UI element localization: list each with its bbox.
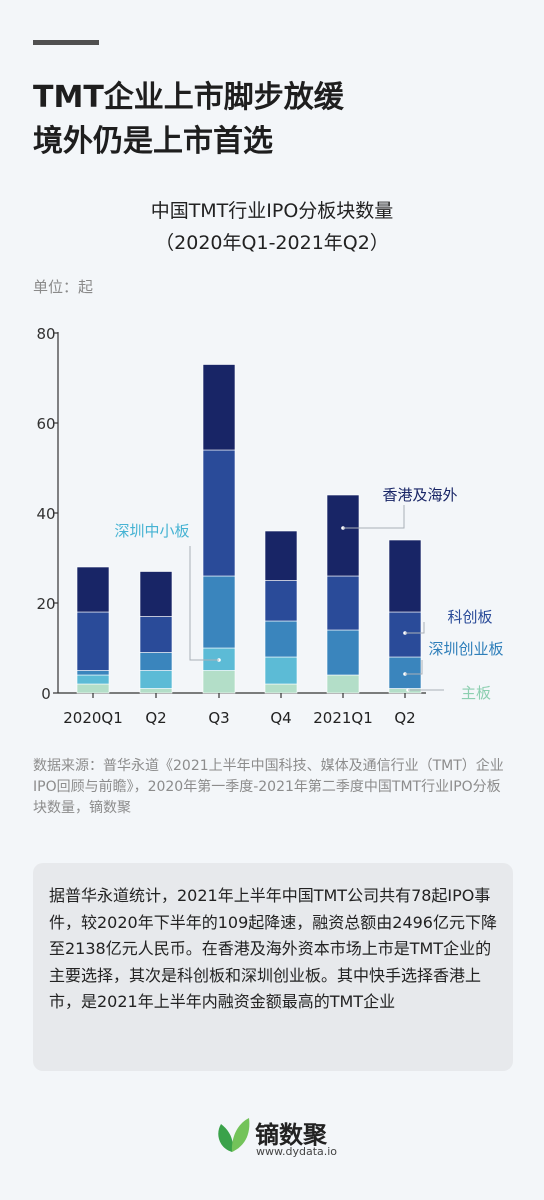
summary-text: 据普华永道统计，2021年上半年中国TMT公司共有78起IPO事件，较2020年… (49, 886, 497, 1011)
bar-segment (202, 364, 236, 451)
top-accent-bar (33, 40, 99, 45)
series-label: 科创板 (447, 608, 492, 626)
annotation-leader-line (405, 660, 423, 675)
bar-segment (76, 566, 110, 613)
chart-title: 中国TMT行业IPO分板块数量 (150, 200, 394, 222)
bar-segment (388, 688, 422, 694)
leaf-logo-icon (218, 1118, 250, 1152)
bar-segment (388, 539, 422, 613)
x-tick-label: Q2 (145, 709, 166, 727)
bar-segment (326, 629, 360, 676)
summary-box: 据普华永道统计，2021年上半年中国TMT公司共有78起IPO事件，较2020年… (33, 863, 513, 1071)
bar-segment (76, 674, 110, 685)
series-label: 香港及海外 (382, 486, 457, 504)
y-tick-label: 80 (36, 325, 55, 343)
bar-segment (264, 683, 298, 694)
bar-segment (139, 616, 173, 653)
series-label: 深圳创业板 (428, 640, 503, 658)
bar-segment (139, 652, 173, 671)
y-tick-label: 20 (36, 595, 55, 613)
bar-segment (139, 571, 173, 617)
headline-line-2: 境外仍是上市首选 (33, 124, 273, 159)
bar-segment (264, 656, 298, 685)
series-label: 主板 (461, 684, 491, 702)
annotation-leader-line (189, 546, 219, 661)
x-tick-label: Q3 (208, 709, 229, 727)
bar-segment (139, 688, 173, 694)
y-tick-label: 60 (36, 415, 55, 433)
bar-segment (76, 683, 110, 694)
series-label: 深圳中小板 (114, 522, 189, 540)
bar-segment (264, 620, 298, 658)
bar-segment (326, 494, 360, 577)
unit-label: 单位：起 (33, 278, 94, 296)
stacked-bar-chart: 0 20 40 60 80 2020Q1 Q2 Q3 Q4 2021Q1 Q2 香港及海外深圳中小板科… (36, 325, 503, 727)
bar-segment (264, 580, 298, 622)
x-tick-label: 2020Q1 (63, 709, 123, 727)
bar-segment (326, 575, 360, 631)
source-note: 数据来源：普华永道《2021上半年中国科技、媒体及通信行业（TMT）企业IPO回… (33, 758, 504, 816)
bar-segment (202, 449, 236, 577)
bar-segment (76, 611, 110, 671)
annotation-leader-line (343, 505, 405, 529)
bar-segment (202, 575, 236, 649)
bar-segment (326, 674, 360, 694)
x-tick-label: 2021Q1 (313, 709, 373, 727)
brand-logo: 镝数聚 www.dydata.io (213, 1112, 343, 1162)
annotation-leader-line (405, 622, 425, 634)
brand-url: www.dydata.io (256, 1145, 338, 1158)
bar-segment (202, 670, 236, 694)
brand-name: 镝数聚 (255, 1121, 327, 1149)
bar-segment (76, 670, 110, 676)
bar-segment (264, 530, 298, 581)
x-tick-label: Q4 (270, 709, 291, 727)
y-tick-label: 40 (36, 505, 55, 523)
y-tick-label: 0 (41, 685, 51, 703)
bar-segment (139, 670, 173, 689)
headline-line-1: TMT企业上市脚步放缓 (33, 80, 344, 115)
x-tick-label: Q2 (394, 709, 415, 727)
chart-subtitle: （2020年Q1-2021年Q2） (155, 232, 389, 254)
